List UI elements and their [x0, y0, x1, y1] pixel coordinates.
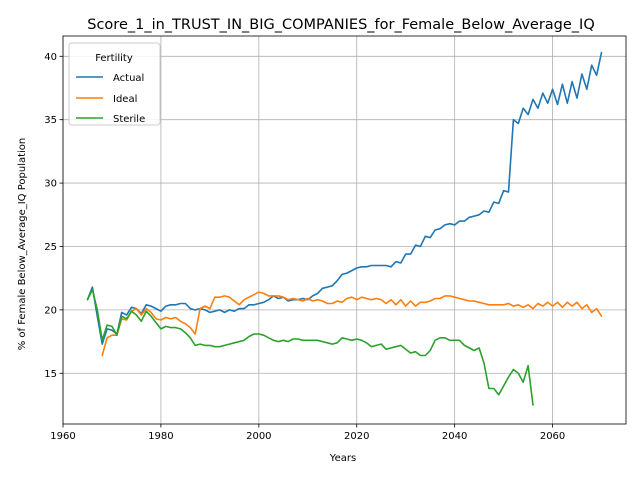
y-tick-label: 15 — [44, 369, 57, 380]
y-tick-label: 35 — [44, 115, 57, 126]
chart-title: Score_1_in_TRUST_IN_BIG_COMPANIES_for_Fe… — [87, 17, 595, 33]
axis-ticks: 1960 1980 2000 2020 2040 2060 15 20 25 30 35 40 — [44, 52, 565, 442]
legend-label-actual: Actual — [113, 73, 144, 84]
y-axis-label: % of Female Below_Average_IQ Population — [17, 138, 28, 351]
legend: Fertility Actual Ideal Sterile — [68, 42, 161, 126]
series-line-ideal — [101, 291, 603, 357]
series-line-actual — [86, 51, 603, 345]
y-tick-label: 40 — [44, 52, 57, 63]
legend-label-sterile: Sterile — [113, 114, 145, 125]
x-tick-label: 1980 — [148, 431, 173, 442]
series-line-sterile — [86, 288, 534, 406]
legend-label-ideal: Ideal — [113, 94, 137, 105]
y-tick-label: 30 — [44, 179, 57, 190]
x-tick-label: 2020 — [344, 431, 369, 442]
y-tick-label: 25 — [44, 242, 57, 253]
x-tick-label: 2040 — [442, 431, 467, 442]
x-tick-label: 2000 — [246, 431, 271, 442]
y-tick-label: 20 — [44, 305, 57, 316]
axes-frame — [62, 35, 627, 425]
series-lines — [86, 51, 603, 406]
x-axis-label: Years — [329, 453, 356, 464]
x-tick-label: 2060 — [540, 431, 565, 442]
legend-box — [68, 42, 161, 126]
legend-title: Fertility — [95, 53, 133, 64]
x-tick-label: 1960 — [50, 431, 75, 442]
